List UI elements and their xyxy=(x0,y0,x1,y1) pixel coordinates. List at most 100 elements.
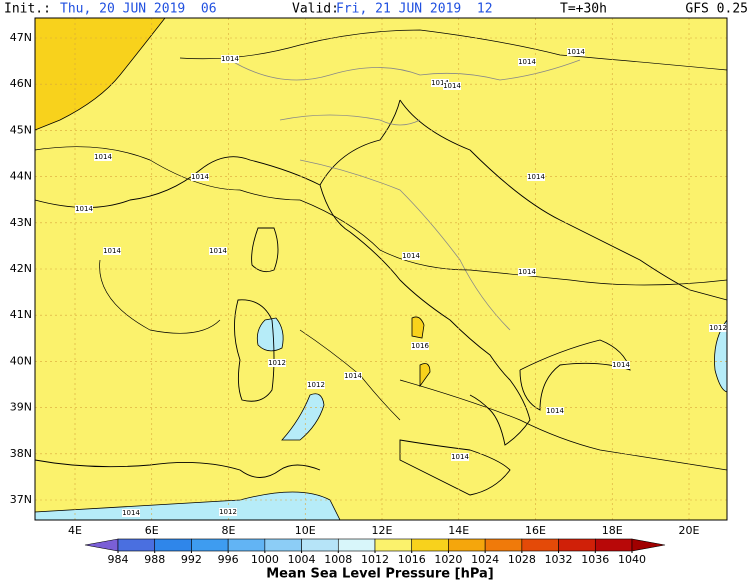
colorbar-bin xyxy=(191,538,229,552)
contour-label: 1012 xyxy=(219,508,237,516)
lead-time: T=+30h xyxy=(560,2,607,17)
colorbar: 984 988 992 996 1000 1004 1008 1012 1016 1020 1024… xyxy=(84,538,666,566)
colorbar-bin xyxy=(264,538,302,552)
contour-label-box xyxy=(518,58,536,66)
lon-label: 12E xyxy=(372,524,393,537)
contour-label: 1014 xyxy=(612,361,630,369)
contour-label: 1014 xyxy=(402,252,420,260)
contour-label: 1014 xyxy=(567,48,585,56)
contour-label: 1012 xyxy=(307,381,325,389)
lon-label: 4E xyxy=(68,524,82,537)
low-pressure-area xyxy=(34,491,341,521)
colorbar-label: 1004 xyxy=(288,553,316,566)
model-name: GFS 0.25 xyxy=(685,2,748,17)
lon-label: 20E xyxy=(679,524,700,537)
colorbar-label: 1036 xyxy=(581,553,609,566)
colorbar-bin xyxy=(301,538,339,552)
contour-label: 1014 xyxy=(518,58,536,66)
coastlines xyxy=(34,99,728,496)
contour-label: 1014 xyxy=(546,407,564,415)
colorbar-label: 984 xyxy=(108,553,129,566)
colorbar-bin xyxy=(117,538,156,552)
contour-label-box xyxy=(219,508,237,516)
map-area: 1014101410141014101410141014101410141014… xyxy=(34,17,728,521)
contour-label-box xyxy=(268,359,286,367)
contour-label-box xyxy=(709,324,727,332)
contour-label: 1014 xyxy=(209,247,227,255)
contour-label-box xyxy=(209,247,227,255)
low-pressure-area xyxy=(281,393,325,441)
colorbar-label: 988 xyxy=(144,553,165,566)
colorbar-label: 1020 xyxy=(434,553,462,566)
colorbar-label: 1012 xyxy=(361,553,389,566)
colorbar-bin xyxy=(154,538,192,552)
contour-label-box xyxy=(307,381,325,389)
high-pressure-area xyxy=(34,17,166,131)
high-pressure-area xyxy=(411,316,431,388)
contour-label-box xyxy=(221,55,239,63)
colorbar-bin xyxy=(337,538,376,552)
colorbar-bin xyxy=(374,538,413,552)
contour-label: 1014 xyxy=(94,153,112,161)
lat-label: 38N xyxy=(10,447,32,460)
colorbar-label: 996 xyxy=(218,553,239,566)
init-label: Init.: xyxy=(4,2,51,17)
contour-label-box xyxy=(122,509,140,517)
colorbar-label: 1040 xyxy=(618,553,646,566)
init-time: Thu, 20 JUN 2019 06 xyxy=(60,2,217,17)
contour-label: 1014 xyxy=(431,79,449,87)
contour-label: 1012 xyxy=(268,359,286,367)
lat-label: 37N xyxy=(10,493,32,506)
contour-label-box xyxy=(191,173,209,181)
lat-label: 43N xyxy=(10,216,32,229)
lon-label: 16E xyxy=(525,524,546,537)
colorbar-bin xyxy=(411,538,449,552)
colorbar-end xyxy=(631,538,666,552)
lon-label: 10E xyxy=(295,524,316,537)
contour-label: 1014 xyxy=(451,453,469,461)
contour-label: 1014 xyxy=(122,509,140,517)
colorbar-label: 1008 xyxy=(324,553,352,566)
contour-label: 1014 xyxy=(527,173,545,181)
colorbar-label: 1028 xyxy=(508,553,536,566)
contour-label-box xyxy=(94,153,112,161)
contour-label-box xyxy=(567,48,585,56)
lon-label: 6E xyxy=(145,524,159,537)
contour-label-box xyxy=(431,79,449,87)
contour-label-box xyxy=(402,252,420,260)
colorbar-label: 1032 xyxy=(545,553,573,566)
isobars xyxy=(34,29,728,471)
lat-label: 39N xyxy=(10,401,32,414)
colorbar-label: 1016 xyxy=(398,553,426,566)
contour-label-box xyxy=(546,407,564,415)
contour-label-box xyxy=(443,82,461,90)
map-frame xyxy=(34,17,728,521)
colorbar-bin xyxy=(484,538,523,552)
contour-label-box xyxy=(612,361,630,369)
contour-label-box xyxy=(411,342,429,350)
colorbar-label: 1024 xyxy=(471,553,499,566)
contour-label: 1014 xyxy=(518,268,536,276)
colorbar-title: Mean Sea Level Pressure [hPa] xyxy=(266,567,494,580)
contour-labels: 1014101410141014101410141014101410141014… xyxy=(75,48,727,517)
lat-label: 46N xyxy=(10,77,32,90)
colorbar-bin xyxy=(558,538,596,552)
contour-label-box xyxy=(103,247,121,255)
colorbar-label: 1000 xyxy=(251,553,279,566)
contour-label: 1014 xyxy=(191,173,209,181)
contour-label: 1014 xyxy=(443,82,461,90)
contour-label: 1014 xyxy=(75,205,93,213)
colorbar-bin xyxy=(448,538,486,552)
contour-label: 1014 xyxy=(221,55,239,63)
lat-label: 47N xyxy=(10,31,32,44)
contour-label: 1012 xyxy=(709,324,727,332)
low-pressure-area xyxy=(256,317,284,352)
lat-label: 40N xyxy=(10,354,32,367)
colorbar-bin xyxy=(594,538,633,552)
contour-label-box xyxy=(451,453,469,461)
contour-label-box xyxy=(518,268,536,276)
colorbar-bin xyxy=(521,538,559,552)
contour-label-box xyxy=(344,372,362,380)
lat-label: 41N xyxy=(10,308,32,321)
valid-label: Valid: xyxy=(292,2,339,17)
